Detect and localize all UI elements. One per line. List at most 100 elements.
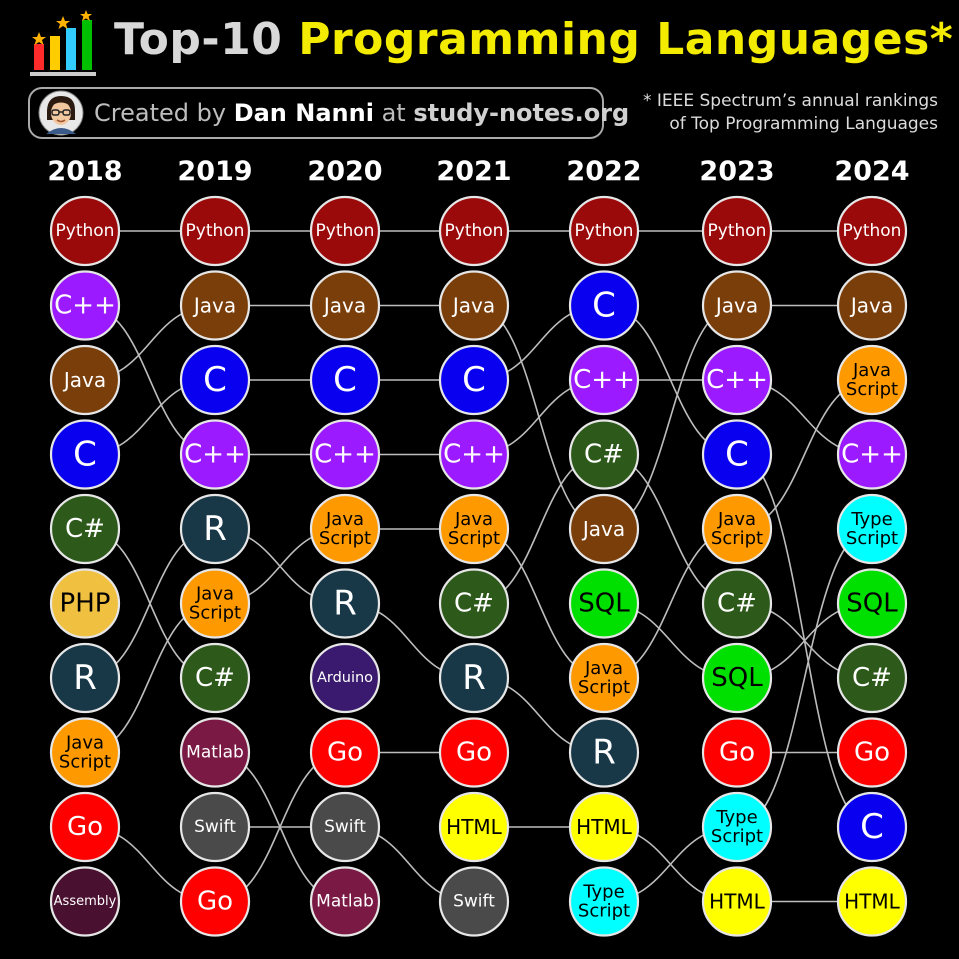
node-assembly-2018: Assembly bbox=[49, 866, 121, 937]
node-cpp-2024: C++ bbox=[836, 419, 908, 490]
node-label: Type bbox=[850, 509, 892, 530]
node-circle bbox=[836, 642, 908, 714]
node-label: C++ bbox=[573, 365, 635, 395]
node-label: SQL bbox=[711, 663, 763, 693]
node-label: R bbox=[592, 733, 616, 773]
node-label: Python bbox=[316, 221, 375, 241]
node-label: R bbox=[73, 658, 97, 698]
node-circle bbox=[836, 493, 908, 565]
node-label: Script bbox=[711, 528, 763, 549]
node-circle bbox=[49, 195, 121, 267]
node-java-2019: Java bbox=[179, 270, 251, 341]
year-label-2019: 2019 bbox=[177, 156, 252, 187]
node-html-2021: HTML bbox=[438, 791, 510, 863]
node-label: Java bbox=[852, 360, 891, 381]
node-circle bbox=[179, 642, 251, 714]
node-label: Python bbox=[56, 221, 115, 241]
node-go-2019: Go bbox=[179, 866, 251, 937]
node-label: C++ bbox=[706, 365, 768, 395]
node-c-2020: C bbox=[309, 344, 381, 416]
node-circle bbox=[836, 195, 908, 267]
node-java-2022: Java bbox=[568, 493, 640, 565]
node-c-2023: C bbox=[701, 419, 773, 490]
node-circle bbox=[49, 642, 121, 714]
node-label: C# bbox=[852, 663, 892, 693]
node-circle bbox=[836, 419, 908, 490]
node-r-2019: R bbox=[179, 493, 251, 565]
node-label: Python bbox=[843, 221, 902, 241]
node-cpp-2018: C++ bbox=[49, 270, 121, 341]
node-circle bbox=[309, 270, 381, 341]
node-c-2021: C bbox=[438, 344, 510, 416]
node-arduino-2020: Arduino bbox=[309, 642, 381, 714]
node-label: Java bbox=[451, 294, 495, 318]
node-label: Python bbox=[708, 221, 767, 241]
node-circle bbox=[49, 344, 121, 416]
credit-site: study-notes.org bbox=[413, 99, 630, 127]
node-python-2018: Python bbox=[49, 195, 121, 267]
year-label-2023: 2023 bbox=[699, 156, 774, 187]
node-circle bbox=[701, 791, 773, 863]
node-label: Matlab bbox=[186, 743, 244, 763]
node-swift-2019: Swift bbox=[179, 791, 251, 863]
credit-prefix: Created by bbox=[94, 99, 227, 127]
node-label: Java bbox=[849, 294, 893, 318]
node-label: C bbox=[333, 360, 357, 400]
node-cpp-2022: C++ bbox=[568, 344, 640, 416]
node-circle bbox=[836, 866, 908, 937]
node-circle bbox=[701, 419, 773, 490]
node-csharp-2022: C# bbox=[568, 419, 640, 490]
node-c-2024: C bbox=[836, 791, 908, 863]
node-circle bbox=[309, 791, 381, 863]
node-label: Type bbox=[715, 807, 757, 828]
node-label: Java bbox=[192, 294, 236, 318]
node-label: Arduino bbox=[317, 670, 373, 686]
node-circle bbox=[568, 195, 640, 267]
node-circle bbox=[836, 791, 908, 863]
node-circle bbox=[179, 866, 251, 937]
node-label: Script bbox=[319, 528, 371, 549]
node-circle bbox=[438, 419, 510, 490]
node-c-2019: C bbox=[179, 344, 251, 416]
node-circle bbox=[836, 717, 908, 788]
node-label: Java bbox=[581, 517, 625, 541]
node-go-2018: Go bbox=[49, 791, 121, 863]
node-label: Go bbox=[854, 738, 890, 768]
node-php-2018: PHP bbox=[49, 568, 121, 639]
credit-text: Created by Dan Nanni at study-notes.org bbox=[94, 99, 629, 127]
node-csharp-2018: C# bbox=[49, 493, 121, 565]
node-go-2021: Go bbox=[438, 717, 510, 788]
node-circle bbox=[309, 717, 381, 788]
node-circle bbox=[438, 493, 510, 565]
credit-at: at bbox=[381, 99, 406, 127]
node-circle bbox=[309, 568, 381, 639]
node-circle bbox=[309, 344, 381, 416]
node-label: HTML bbox=[576, 815, 633, 839]
node-label: C bbox=[725, 435, 749, 475]
node-label: C bbox=[860, 807, 884, 847]
node-swift-2020: Swift bbox=[309, 791, 381, 863]
node-label: Java bbox=[322, 294, 366, 318]
year-label-2022: 2022 bbox=[566, 156, 641, 187]
node-circle bbox=[701, 642, 773, 714]
node-label: C bbox=[592, 286, 616, 326]
node-circle bbox=[568, 791, 640, 863]
node-matlab-2020: Matlab bbox=[309, 866, 381, 937]
node-label: R bbox=[203, 509, 227, 549]
node-label: R bbox=[333, 584, 357, 624]
node-circle bbox=[701, 866, 773, 937]
node-circle bbox=[568, 344, 640, 416]
node-c-2022: C bbox=[568, 270, 640, 341]
year-label-2024: 2024 bbox=[834, 156, 909, 187]
node-circle bbox=[568, 866, 640, 937]
node-python-2022: Python bbox=[568, 195, 640, 267]
note-line-1: * IEEE Spectrum’s annual rankings bbox=[642, 91, 938, 111]
node-label: Script bbox=[578, 900, 630, 921]
title-part-1: Top-10 bbox=[114, 14, 283, 65]
node-html-2023: HTML bbox=[701, 866, 773, 937]
node-circle bbox=[438, 568, 510, 639]
node-label: C bbox=[203, 360, 227, 400]
